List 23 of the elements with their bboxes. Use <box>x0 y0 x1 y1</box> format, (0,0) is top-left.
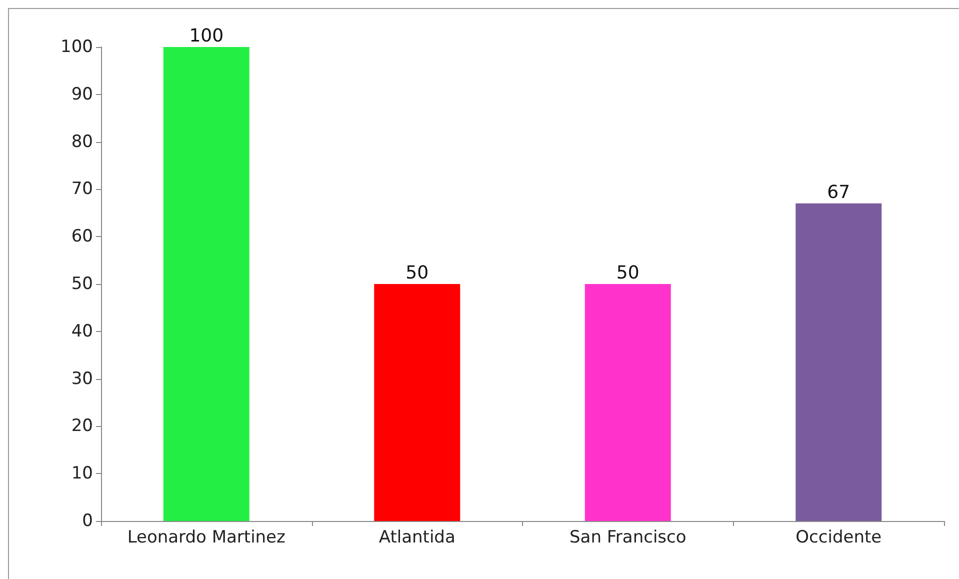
bar <box>163 47 250 521</box>
bar <box>584 284 671 521</box>
data-label: 50 <box>406 262 429 284</box>
bar <box>796 203 882 521</box>
x-tick-label: Atlantida <box>378 528 456 548</box>
y-tick-label: 30 <box>71 368 93 389</box>
x-tick-label: Leonardo Martinez <box>127 528 286 548</box>
y-tick-label: 20 <box>71 416 93 436</box>
y-tick-label: 10 <box>71 464 93 484</box>
y-tick-label: 80 <box>71 132 93 152</box>
y-tick-label: 70 <box>71 179 93 200</box>
y-tick-label: 60 <box>71 226 93 247</box>
x-tick-label: San Francisco <box>569 528 686 548</box>
data-label: 100 <box>189 26 224 46</box>
y-tick-label: 90 <box>71 84 93 104</box>
y-tick-label: 50 <box>71 274 93 294</box>
y-tick-label: 0 <box>82 511 93 531</box>
bar <box>374 284 460 521</box>
y-tick-label: 40 <box>71 321 93 342</box>
y-tick-label: 100 <box>60 37 93 57</box>
data-label: 50 <box>616 262 640 284</box>
data-label: 67 <box>827 182 850 203</box>
x-tick-label: Occidente <box>796 528 882 548</box>
